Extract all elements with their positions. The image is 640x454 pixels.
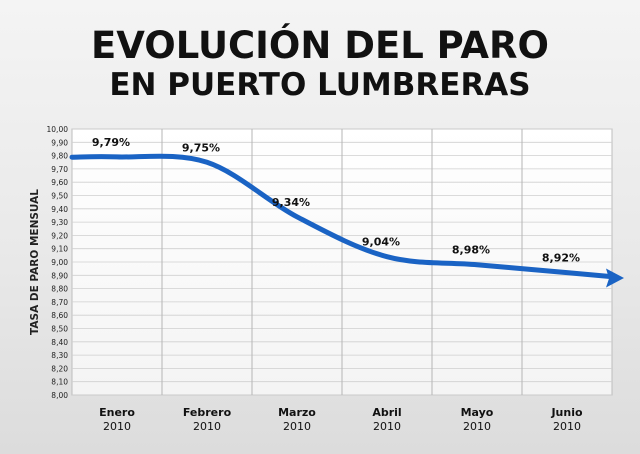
y-tick-labels: 8,00 8,10 8,20 8,30 8,40 8,50 8,60 8,70 8,80 8,90… bbox=[47, 125, 69, 400]
chart-title: EVOLUCIÓN DEL PARO bbox=[91, 24, 549, 67]
x-tick-label: Mayo bbox=[461, 406, 494, 419]
series-arrow-head bbox=[606, 268, 624, 288]
data-label: 9,75% bbox=[182, 141, 220, 154]
data-label: 8,98% bbox=[452, 244, 490, 257]
y-tick-label: 9,00 bbox=[51, 258, 68, 267]
y-tick-label: 9,60 bbox=[51, 178, 68, 187]
y-tick-label: 9,70 bbox=[51, 165, 68, 174]
y-tick-label: 8,30 bbox=[51, 351, 68, 360]
x-tick-year: 2010 bbox=[193, 420, 221, 433]
x-tick-year: 2010 bbox=[553, 420, 581, 433]
y-tick-label: 9,10 bbox=[51, 245, 68, 254]
chart-subtitle: EN PUERTO LUMBRERAS bbox=[109, 67, 531, 103]
y-tick-label: 8,70 bbox=[51, 298, 68, 307]
data-label: 8,92% bbox=[542, 252, 580, 265]
series-group bbox=[69, 153, 624, 288]
x-tick-label: Febrero bbox=[183, 406, 232, 419]
data-label: 9,79% bbox=[92, 136, 130, 149]
y-tick-label: 9,50 bbox=[51, 192, 68, 201]
y-tick-label: 8,50 bbox=[51, 325, 68, 334]
x-tick-label: Abril bbox=[372, 406, 401, 419]
y-tick-label: 8,80 bbox=[51, 285, 68, 294]
y-tick-label: 8,40 bbox=[51, 338, 68, 347]
data-label: 9,04% bbox=[362, 236, 400, 249]
y-tick-label: 8,00 bbox=[51, 391, 68, 400]
x-tick-labels: Enero2010Febrero2010Marzo2010Abril2010Ma… bbox=[99, 406, 583, 433]
y-tick-label: 8,60 bbox=[51, 311, 68, 320]
y-tick-label: 8,90 bbox=[51, 271, 68, 280]
y-tick-label: 9,20 bbox=[51, 231, 68, 240]
x-tick-year: 2010 bbox=[103, 420, 131, 433]
x-tick-year: 2010 bbox=[463, 420, 491, 433]
y-axis-label: TASA DE PARO MENSUAL bbox=[29, 189, 41, 335]
x-tick-label: Junio bbox=[550, 406, 583, 419]
series-line bbox=[69, 153, 613, 279]
y-tick-label: 9,30 bbox=[51, 218, 68, 227]
data-labels: 9,79% 9,75% 9,34% 9,04% 8,98% 8,92% bbox=[92, 136, 580, 265]
x-tick-label: Marzo bbox=[278, 406, 316, 419]
data-label: 9,34% bbox=[272, 196, 310, 209]
y-tick-label: 9,40 bbox=[51, 205, 68, 214]
y-tick-label: 10,00 bbox=[47, 125, 69, 134]
y-tick-label: 9,80 bbox=[51, 152, 68, 161]
y-tick-label: 8,10 bbox=[51, 378, 68, 387]
x-tick-year: 2010 bbox=[373, 420, 401, 433]
x-tick-year: 2010 bbox=[283, 420, 311, 433]
y-tick-label: 8,20 bbox=[51, 364, 68, 373]
x-tick-label: Enero bbox=[99, 406, 135, 419]
y-tick-label: 9,90 bbox=[51, 138, 68, 147]
